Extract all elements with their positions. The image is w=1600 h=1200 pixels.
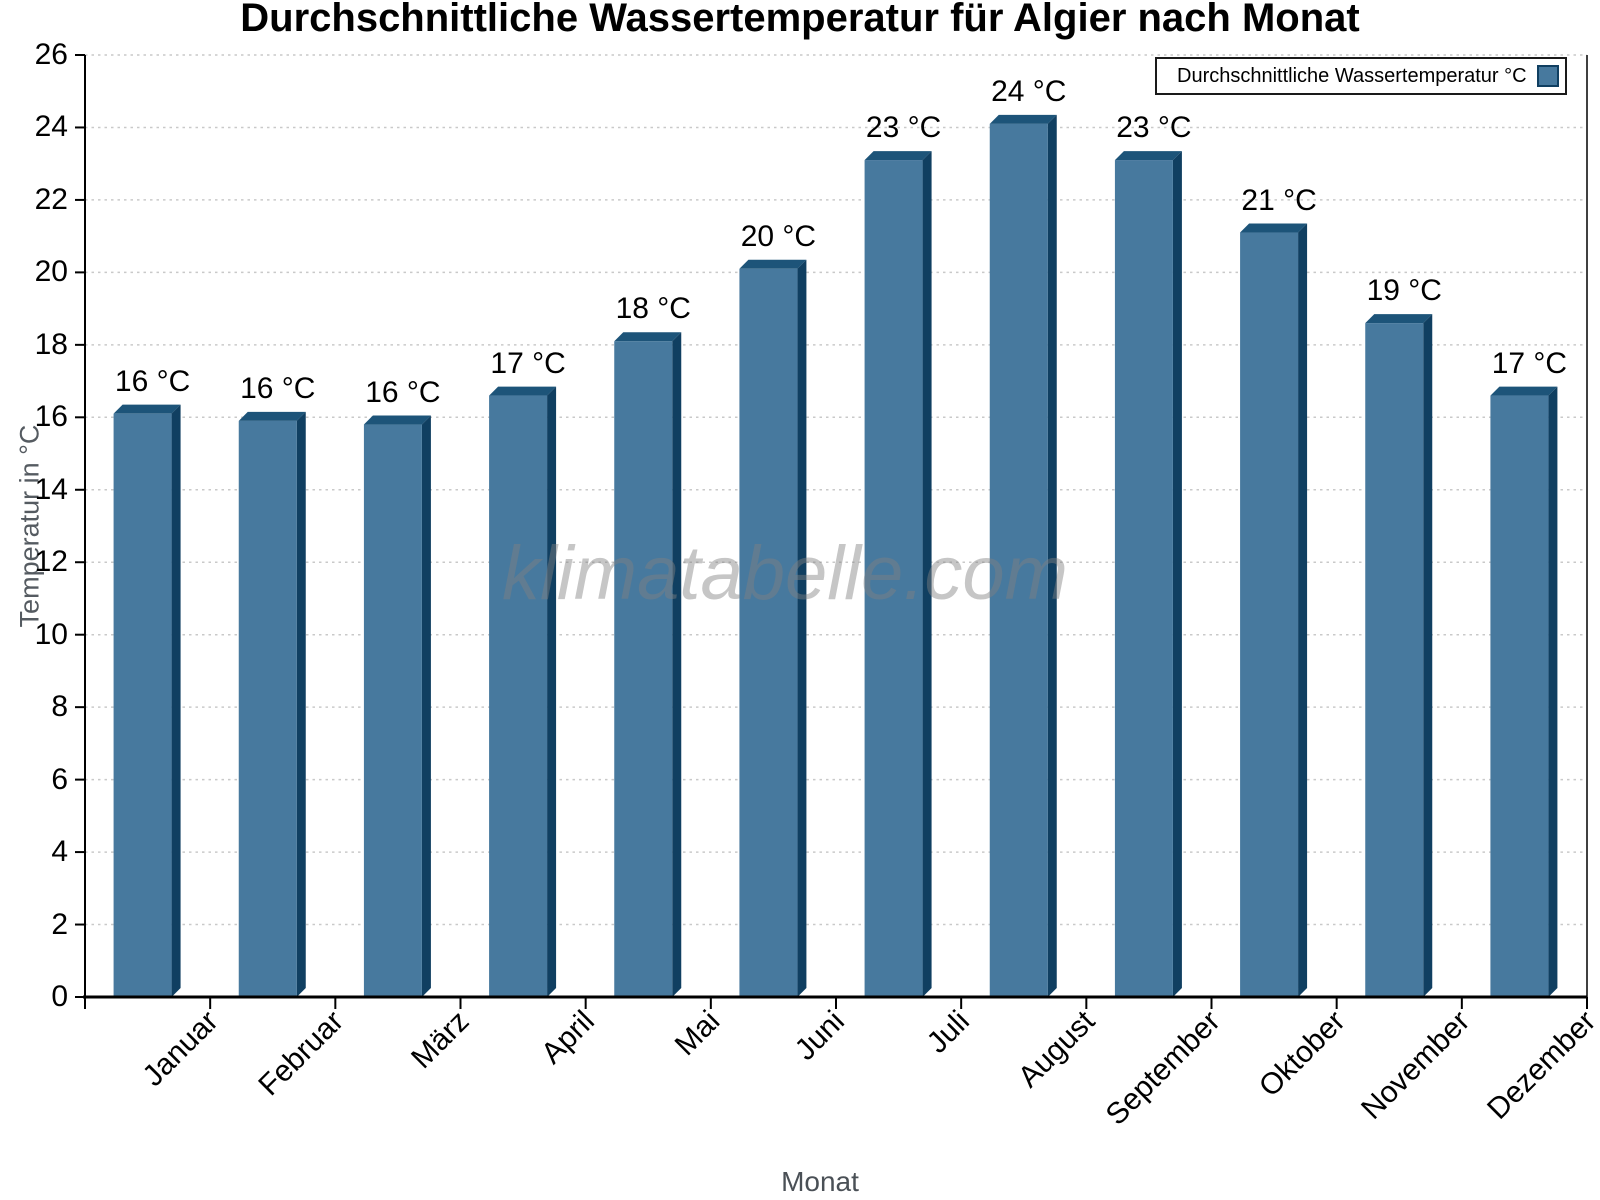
bar-side-november [1423,314,1433,998]
y-tick-label: 0 [51,980,68,1013]
y-tick-label: 16 [34,400,68,434]
bar-side-februar [296,411,306,997]
bar-september[interactable] [1114,160,1173,998]
bar-value-label: 17 °C [1491,346,1568,380]
bar-top-juni [739,259,807,269]
bar-side-april [547,386,557,998]
y-axis-title: Temperatur in °C [14,424,45,628]
bar-value-label: 23 °C [1116,111,1192,145]
bar-side-juli [922,151,932,998]
bar-top-oktober [1240,223,1308,233]
y-tick-label: 18 [34,327,68,361]
x-axis-title: Monat [781,1166,859,1197]
bar-februar[interactable] [238,420,297,997]
bar-side-september [1172,151,1182,998]
bar-top-februar [238,411,306,421]
bar-value-label: 16 °C [365,375,441,409]
bar-januar[interactable] [113,413,172,998]
y-tick-label: 12 [34,545,68,579]
bar-top-maerz [363,415,431,425]
bar-value-label: 17 °C [490,346,566,380]
bar-juni[interactable] [739,268,798,997]
bar-value-label: 16 °C [114,364,191,398]
bar-value-label: 20 °C [740,219,817,253]
legend-swatch [1536,65,1559,87]
bar-august[interactable] [989,123,1048,998]
bar-mai[interactable] [614,341,673,997]
bar-side-mai [672,332,682,997]
bar-side-juni [797,259,807,997]
bar-top-dezember [1490,386,1558,396]
legend-label: Durchschnittliche Wassertemperatur °C [1177,64,1527,87]
bar-value-label: 18 °C [615,292,691,326]
bar-value-label: 16 °C [240,371,316,405]
y-tick-label: 24 [34,110,68,144]
bar-side-dezember [1548,386,1558,998]
bar-top-juli [864,151,932,161]
bar-value-label: 19 °C [1366,274,1442,308]
bar-side-oktober [1298,223,1308,997]
bar-side-januar [171,404,181,998]
bar-november[interactable] [1365,323,1424,998]
bar-top-mai [614,332,682,342]
bar-oktober[interactable] [1240,232,1299,997]
y-tick-label: 8 [51,690,68,724]
bar-dezember[interactable] [1490,395,1549,998]
y-tick-label: 10 [34,617,68,651]
bar-value-label: 23 °C [865,111,942,145]
bar-top-september [1114,151,1182,161]
bar-value-label: 24 °C [991,74,1067,108]
y-tick-label: 2 [51,907,68,941]
bar-maerz[interactable] [363,424,422,997]
y-tick-label: 6 [51,762,68,796]
bar-top-august [989,114,1057,124]
y-tick-label: 20 [34,255,68,289]
legend[interactable]: Durchschnittliche Wassertemperatur °C [1155,57,1567,95]
y-tick-label: 4 [51,835,68,869]
bar-side-august [1047,114,1057,998]
bar-value-label: 21 °C [1241,183,1317,217]
y-tick-label: 14 [34,472,68,506]
y-tick-label: 22 [34,182,68,216]
bar-top-januar [113,404,181,414]
bar-top-april [489,386,557,396]
y-tick-label: 26 [34,38,68,71]
bar-april[interactable] [489,395,548,998]
bar-top-november [1365,314,1433,324]
chart-title: Durchschnittliche Wassertemperatur für A… [240,0,1360,40]
bar-juli[interactable] [864,160,923,998]
bar-side-maerz [421,415,431,997]
